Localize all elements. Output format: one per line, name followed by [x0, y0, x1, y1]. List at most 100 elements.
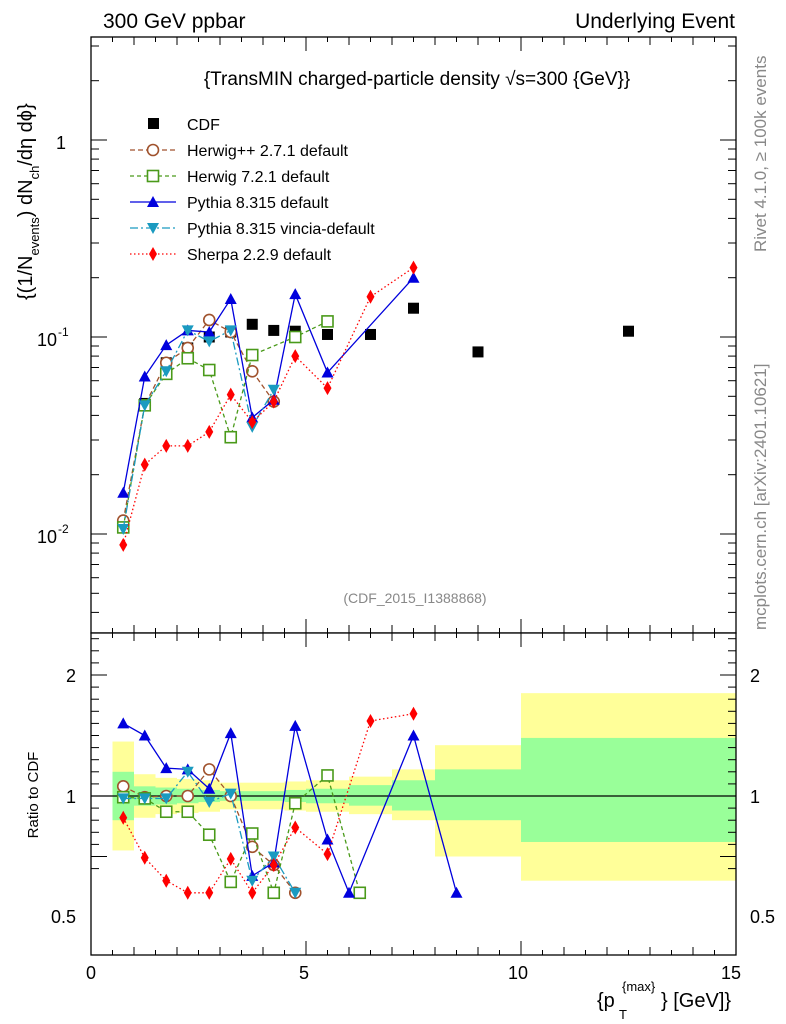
main-point-cdf: [246, 318, 258, 330]
xtick-label-10: 10: [508, 963, 528, 983]
band-green-bin: [521, 737, 736, 842]
legend-marker-cdf: [148, 118, 159, 129]
ratio-point-herwig7: [159, 805, 173, 819]
main-point-sherpa: [205, 424, 214, 439]
xlabel-part-1: T: [619, 1007, 627, 1022]
legend-entry-cdf: CDF: [148, 117, 220, 134]
main-point-vincia: [181, 325, 194, 337]
ratio-ytick-label-2: 2: [66, 666, 76, 686]
main-point-sherpa: [119, 537, 128, 552]
main-point-vincia: [138, 400, 151, 412]
ratio-point-vincia: [160, 793, 173, 805]
legend-entry-herwig7: Herwig 7.2.1 default: [130, 169, 330, 186]
x-axis-title: {p T {max} } [GeV]}: [597, 979, 731, 1022]
main-point-vincia: [224, 325, 237, 337]
main-point-pythia: [289, 288, 302, 300]
ratio-ytick-label-1: 1: [66, 787, 76, 807]
legend-label-herwigpp: Herwig++ 2.7.1 default: [187, 143, 349, 160]
main-line-vincia: [122, 329, 275, 530]
ratio-point-herwig7: [288, 796, 302, 810]
ratio-point-vincia: [267, 851, 280, 863]
legend-label-cdf: CDF: [187, 117, 220, 134]
ylabel-part-2: ) dN: [15, 179, 37, 217]
ratio-point-sherpa: [269, 857, 278, 872]
main-point-sherpa: [248, 415, 257, 430]
ylabel-part-0: {(1/N: [15, 256, 37, 300]
ratio-point-pythia: [138, 729, 151, 741]
main-point-cdf: [472, 346, 484, 358]
main-point-cdf: [322, 328, 333, 340]
ratio-axis-title: Ratio to CDF: [25, 752, 42, 839]
main-point-vincia: [203, 336, 216, 348]
ytick-label-0p1: 10 -1: [37, 325, 69, 350]
ratio-point-herwig7: [245, 827, 259, 840]
xlabel-part-0: {p: [597, 990, 615, 1012]
plot-title: {TransMIN charged-particle density √s=30…: [204, 69, 630, 90]
ratio-series-vincia: [117, 766, 302, 899]
ratio-point-vincia: [203, 797, 216, 809]
main-point-herwigpp: [181, 341, 195, 355]
main-point-sherpa: [366, 289, 375, 304]
main-point-pythia: [117, 486, 130, 498]
ratio-point-pythia: [289, 719, 302, 731]
main-point-sherpa: [183, 438, 192, 453]
ylabel-part-4: /dη dϕ}: [15, 103, 37, 166]
ytick-label-0p01: 10 -2: [37, 522, 69, 547]
ratio-point-herwig7: [224, 875, 238, 889]
ratio-point-herwigpp: [181, 789, 195, 803]
legend-label-pythia: Pythia 8.315 default: [187, 195, 329, 212]
ratio-point-herwig7: [353, 886, 367, 900]
main-point-cdf: [268, 324, 280, 336]
header-right: Underlying Event: [575, 10, 735, 33]
ratio-point-vincia: [138, 793, 151, 805]
ratio-point-herwig7: [321, 769, 334, 782]
band-green-bin: [435, 769, 521, 821]
main-point-pythia: [203, 326, 216, 338]
main-point-vincia: [267, 384, 280, 396]
ratio-point-herwig7: [181, 805, 195, 819]
main-point-pythia: [321, 366, 334, 378]
main-point-vincia: [160, 366, 173, 378]
ytick-label-0p01-base: 10: [37, 527, 57, 547]
ratio-point-sherpa: [323, 847, 332, 862]
main-point-pythia: [407, 271, 420, 283]
ratio-point-pythia: [343, 886, 355, 898]
legend-marker-pythia: [147, 196, 159, 207]
ratio-line-herwigpp: [122, 768, 296, 894]
ratio-point-pythia: [117, 717, 130, 729]
ratio-line-herwig7: [123, 774, 361, 896]
ratio-point-herwigpp: [116, 780, 130, 793]
ratio-panel-data: [116, 706, 463, 900]
ratio-point-sherpa: [140, 850, 149, 865]
ratio-point-sherpa: [119, 810, 128, 825]
legend-marker-vincia: [147, 223, 159, 234]
legend-label-herwig7: Herwig 7.2.1 default: [187, 169, 330, 186]
ratio-point-vincia: [181, 766, 194, 778]
ratio-point-vincia: [224, 788, 237, 800]
ratio-point-pythia: [450, 886, 463, 898]
main-point-sherpa: [140, 457, 149, 472]
ratio-point-sherpa: [205, 885, 214, 900]
y-axis-title: {(1/Nevents) dNch/dη dϕ}: [15, 103, 42, 300]
main-point-herwig7: [321, 315, 334, 328]
legend-marker-sherpa: [149, 247, 157, 261]
ratio-point-vincia: [117, 793, 130, 805]
legend-entry-herwigpp: Herwig++ 2.7.1 default: [130, 143, 349, 160]
main-point-sherpa: [269, 394, 278, 409]
analysis-watermark: (CDF_2015_I1388868): [343, 590, 486, 606]
ratio-ytick-label-1-right: 1: [750, 787, 760, 807]
main-panel-ticks: [90, 37, 737, 633]
main-point-sherpa: [226, 387, 235, 402]
xlabel-part-2: {max}: [622, 979, 656, 994]
ratio-ytick-label-0p5: 0.5: [51, 907, 76, 927]
main-series-sherpa: [119, 260, 418, 552]
main-panel: {TransMIN charged-particle density √s=30…: [15, 36, 737, 634]
main-line-herwigpp: [122, 319, 275, 521]
legend-entry-pythia: Pythia 8.315 default: [130, 195, 329, 212]
main-point-sherpa: [291, 349, 300, 364]
ratio-point-herwig7: [202, 828, 216, 842]
main-point-cdf: [623, 325, 634, 337]
ratio-point-pythia: [224, 727, 237, 739]
main-point-cdf: [408, 302, 419, 314]
